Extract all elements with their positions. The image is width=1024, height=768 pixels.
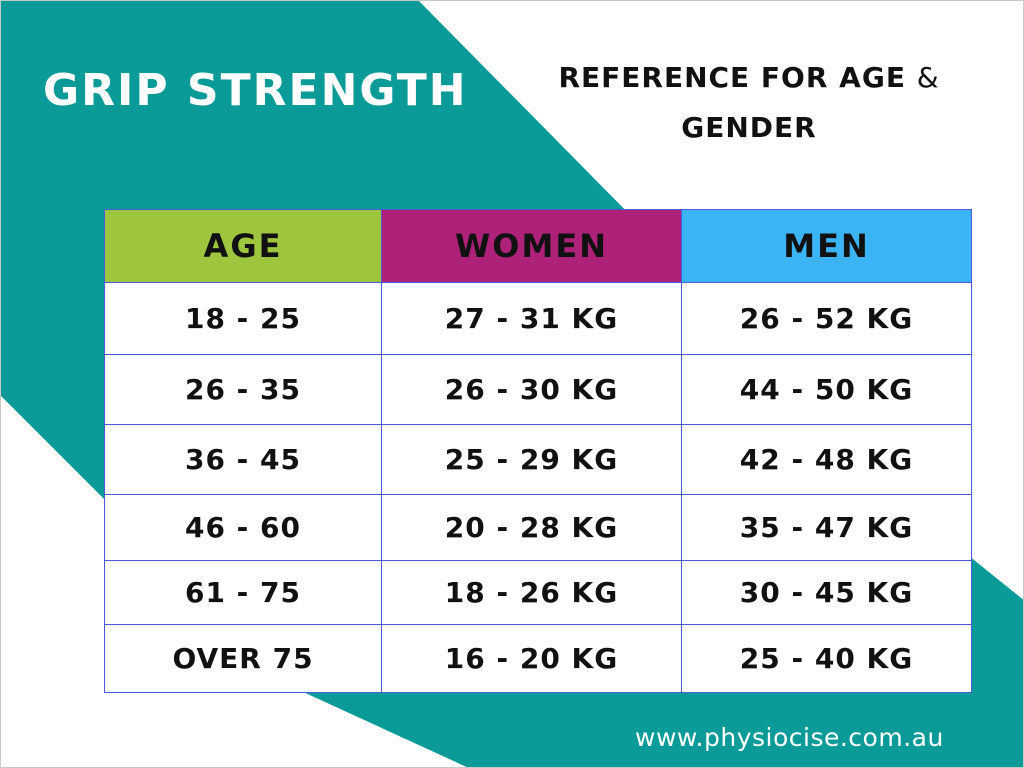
website-link[interactable]: www.physiocise.com.au bbox=[635, 723, 944, 752]
cell-men: 44 - 50 KG bbox=[681, 354, 972, 425]
table-row: 61 - 75 18 - 26 KG 30 - 45 KG bbox=[104, 560, 972, 625]
cell-women: 27 - 31 KG bbox=[381, 282, 682, 355]
cell-age: 18 - 25 bbox=[104, 282, 382, 355]
cell-men: 42 - 48 KG bbox=[681, 424, 972, 495]
header-men: MEN bbox=[681, 209, 972, 283]
cell-age: 36 - 45 bbox=[104, 424, 382, 495]
cell-men: 25 - 40 KG bbox=[681, 624, 972, 693]
cell-women: 18 - 26 KG bbox=[381, 560, 682, 625]
cell-men: 35 - 47 KG bbox=[681, 494, 972, 561]
grip-strength-table: AGE WOMEN MEN 18 - 25 27 - 31 KG 26 - 52… bbox=[104, 209, 972, 693]
teal-bottom-right-band bbox=[301, 556, 1023, 767]
table-row: 26 - 35 26 - 30 KG 44 - 50 KG bbox=[104, 354, 972, 425]
cell-men: 26 - 52 KG bbox=[681, 282, 972, 355]
subtitle-line-1: REFERENCE FOR AGE bbox=[558, 61, 906, 94]
cell-men: 30 - 45 KG bbox=[681, 560, 972, 625]
cell-age: 46 - 60 bbox=[104, 494, 382, 561]
cell-women: 16 - 20 KG bbox=[381, 624, 682, 693]
table-row: 36 - 45 25 - 29 KG 42 - 48 KG bbox=[104, 424, 972, 495]
table-row: 18 - 25 27 - 31 KG 26 - 52 KG bbox=[104, 282, 972, 355]
cell-age: 61 - 75 bbox=[104, 560, 382, 625]
table-header-row: AGE WOMEN MEN bbox=[104, 209, 972, 283]
subtitle: REFERENCE FOR AGE & GENDER bbox=[549, 53, 949, 153]
subtitle-ampersand: & bbox=[916, 61, 940, 94]
header-women: WOMEN bbox=[381, 209, 682, 283]
cell-age: OVER 75 bbox=[104, 624, 382, 693]
cell-women: 26 - 30 KG bbox=[381, 354, 682, 425]
page-title: GRIP STRENGTH bbox=[43, 65, 468, 116]
cell-age: 26 - 35 bbox=[104, 354, 382, 425]
cell-women: 25 - 29 KG bbox=[381, 424, 682, 495]
header-age: AGE bbox=[104, 209, 382, 283]
subtitle-line-2: GENDER bbox=[681, 111, 817, 144]
table-row: OVER 75 16 - 20 KG 25 - 40 KG bbox=[104, 624, 972, 693]
cell-women: 20 - 28 KG bbox=[381, 494, 682, 561]
table-row: 46 - 60 20 - 28 KG 35 - 47 KG bbox=[104, 494, 972, 561]
